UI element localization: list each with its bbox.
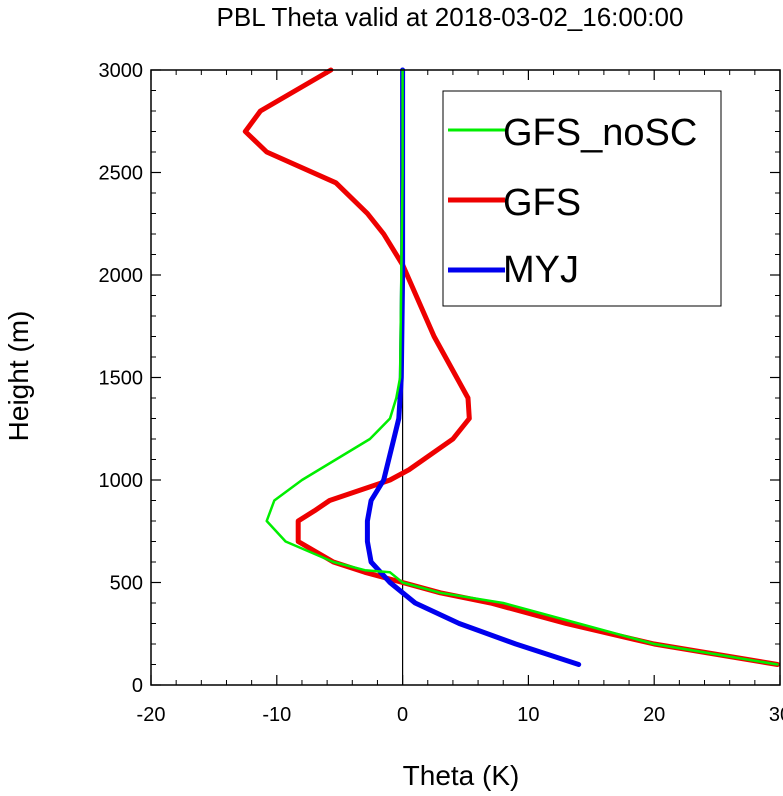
y-tick-label: 2000 <box>99 265 144 287</box>
legend-label-gfs-nosc: GFS_noSC <box>503 112 697 154</box>
legend: GFS_noSC GFS MYJ <box>442 90 722 307</box>
series-line-gfs-nosc <box>265 68 779 666</box>
y-tick-label: 2500 <box>99 163 144 185</box>
y-tick-label: 1000 <box>99 470 144 492</box>
x-axis-title: Theta (K) <box>403 760 520 791</box>
legend-label-gfs: GFS <box>503 182 581 224</box>
series-lines <box>242 67 780 667</box>
x-tick-label: 30 <box>769 704 783 726</box>
x-tick-label: 20 <box>643 704 665 726</box>
y-tick-label: 1500 <box>99 368 144 390</box>
x-tick-label: 0 <box>397 704 408 726</box>
chart-title: PBL Theta valid at 2018-03-02_16:00:00 <box>217 2 684 32</box>
legend-label-myj: MYJ <box>503 249 579 291</box>
y-tick-label: 0 <box>132 675 143 697</box>
y-axis-title: Height (m) <box>3 311 34 442</box>
x-tick-label: -20 <box>137 704 166 726</box>
tick-labels: -20 -10 0 10 20 30 0 500 1000 1500 2000 2500 3000 <box>99 60 783 726</box>
x-tick-label: 10 <box>517 704 539 726</box>
x-tick-label: -10 <box>262 704 291 726</box>
y-tick-label: 3000 <box>99 60 144 82</box>
plot-frame <box>150 69 781 686</box>
y-tick-label: 500 <box>110 573 143 595</box>
